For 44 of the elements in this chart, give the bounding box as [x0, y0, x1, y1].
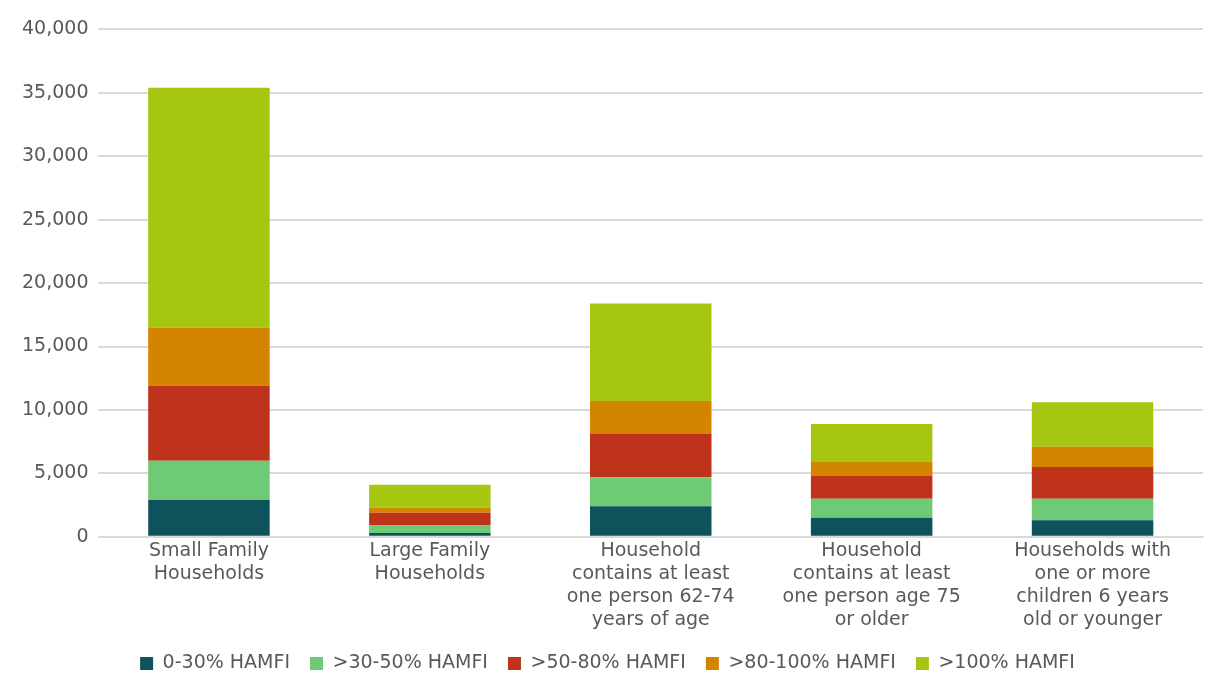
x-tick-label: Small Family Households: [148, 538, 269, 583]
legend-label: >30-50% HAMFI: [332, 650, 488, 673]
bar: [589, 506, 712, 536]
bar: [369, 484, 491, 508]
bar: [1031, 446, 1154, 468]
legend-label: >100% HAMFI: [938, 650, 1075, 673]
bar: [810, 423, 933, 462]
x-tick-label: Household contains at least one person 62-74 years of age: [566, 538, 735, 629]
y-tick-label: 40,000: [22, 16, 89, 39]
bar: [1031, 402, 1154, 447]
bar: [810, 461, 933, 476]
y-tick-label: 5,000: [34, 460, 89, 483]
bar: [1031, 498, 1154, 521]
bar: [810, 475, 933, 499]
bar: [589, 477, 712, 507]
bar: [810, 517, 933, 536]
bar: [369, 512, 491, 526]
bar: [148, 385, 270, 461]
y-tick-label: 15,000: [22, 333, 89, 356]
bar: [369, 525, 491, 533]
legend-label: >80-100% HAMFI: [728, 650, 896, 673]
bar: [148, 460, 270, 501]
bar: [148, 327, 270, 386]
bar: [148, 87, 270, 328]
x-tick-label: Large Family Households: [369, 538, 491, 583]
bar: [1031, 520, 1154, 536]
legend-label: 0-30% HAMFI: [162, 650, 291, 673]
legend-label: >50-80% HAMFI: [530, 650, 686, 673]
bar: [148, 500, 270, 536]
bar: [589, 434, 712, 478]
y-tick-label: 20,000: [22, 270, 89, 293]
y-tick-label: 35,000: [22, 79, 89, 102]
y-tick-label: 0: [76, 523, 89, 546]
bar: [810, 498, 933, 518]
y-tick-label: 10,000: [22, 396, 89, 419]
bar: [369, 533, 491, 536]
bar: [369, 507, 491, 513]
bar: [589, 401, 712, 435]
x-tick-label: Households with one or more children 6 years old or younger: [1014, 538, 1171, 629]
y-tick-label: 30,000: [22, 143, 89, 166]
bar: [1031, 467, 1154, 499]
x-tick-label: Household contains at least one person age 75 or older: [782, 538, 961, 629]
bar: [589, 303, 712, 402]
y-tick-label: 25,000: [22, 206, 89, 229]
